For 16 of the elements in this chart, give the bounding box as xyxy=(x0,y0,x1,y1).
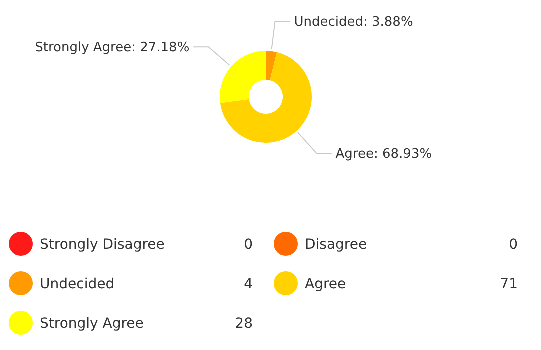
data-label: 28 xyxy=(235,316,253,332)
data-label: 4 xyxy=(244,276,254,292)
legend-label: Disagree xyxy=(305,236,368,253)
donut-slice xyxy=(220,52,312,143)
text: 0 xyxy=(244,236,253,253)
text: Agree: 68.93% xyxy=(336,147,432,162)
donut-slice xyxy=(266,51,278,81)
donut-slice xyxy=(220,51,266,104)
text: 0 xyxy=(509,236,518,253)
legend-label: Strongly Agree xyxy=(40,316,144,332)
legend-label: Agree xyxy=(305,276,346,292)
legend-label: Undecided xyxy=(40,276,115,292)
legend-label: Strongly Disagree xyxy=(40,236,165,253)
text: Undecided: 3.88% xyxy=(294,15,414,30)
text: Strongly Agree: 27.18% xyxy=(35,40,190,56)
data-label: 71 xyxy=(500,276,518,292)
